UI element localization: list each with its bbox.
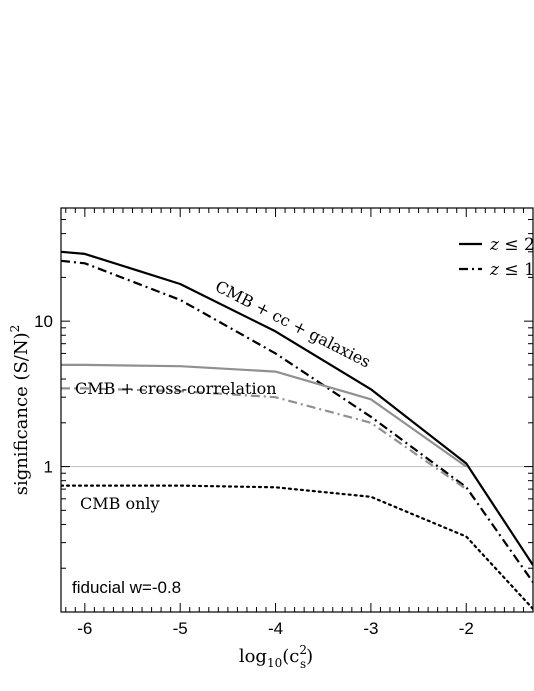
series-line-3 bbox=[61, 387, 467, 491]
x-tick-label: -4 bbox=[268, 619, 283, 638]
series-group bbox=[61, 250, 533, 611]
series-line-1 bbox=[61, 259, 533, 583]
series-line-2 bbox=[61, 363, 467, 468]
x-tick-label: -6 bbox=[77, 619, 92, 638]
x-axis-label: log10(c2 s) bbox=[239, 643, 313, 671]
x-tick-label: -3 bbox=[363, 619, 378, 638]
legend: z ≤ 2 z ≤ 1 bbox=[459, 235, 534, 280]
legend-entry-z1: z ≤ 1 bbox=[489, 260, 534, 280]
y-tick-label: 1 bbox=[44, 458, 53, 477]
plot-frame bbox=[60, 207, 534, 613]
y-axis-label: significance (S/N)2 bbox=[8, 325, 32, 496]
series-label-cmb-cross-correlation: CMB + cross-correlation bbox=[75, 379, 277, 398]
legend-entry-z2: z ≤ 2 bbox=[489, 235, 534, 255]
y-tick-label: 10 bbox=[34, 312, 53, 331]
fiducial-annotation: fiducial w=-0.8 bbox=[72, 578, 181, 597]
series-label-cmb-cc-galaxies: CMB + cc + galaxies bbox=[212, 277, 374, 372]
series-line-4 bbox=[61, 484, 533, 611]
series-label-cmb-only: CMB only bbox=[80, 494, 160, 513]
x-tick-label: -2 bbox=[459, 619, 474, 638]
x-tick-label: -5 bbox=[173, 619, 188, 638]
series-line-0 bbox=[61, 250, 533, 566]
axis-ticks: -6 -5 -4 -3 -2 1 10 bbox=[34, 207, 533, 638]
